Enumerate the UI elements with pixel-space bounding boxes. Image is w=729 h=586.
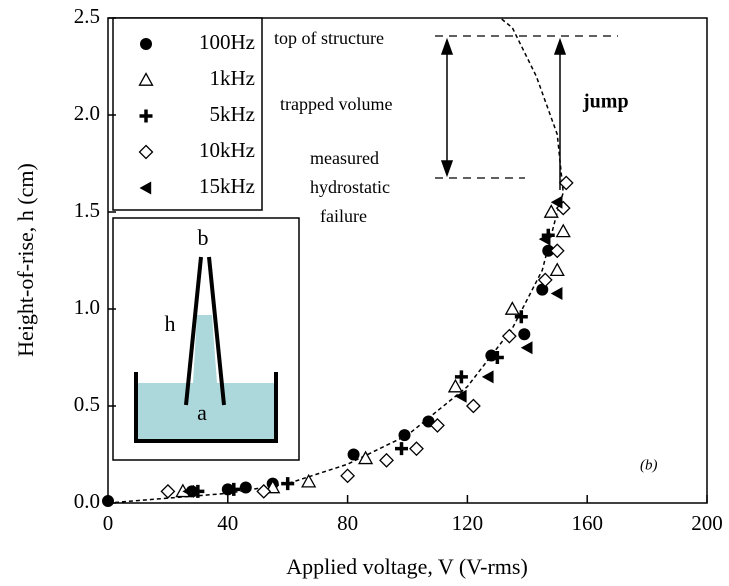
point xyxy=(447,378,464,393)
point xyxy=(520,341,533,355)
x-axis-label: Applied voltage, V (V-rms) xyxy=(286,554,528,579)
arrow-head xyxy=(440,37,454,55)
point xyxy=(347,448,360,461)
x-tick-label: 160 xyxy=(571,511,603,535)
legend-marker xyxy=(140,38,152,50)
x-tick-label: 80 xyxy=(337,511,358,535)
legend xyxy=(112,17,263,211)
point xyxy=(550,286,563,300)
electrode xyxy=(184,256,203,406)
legend-marker xyxy=(138,72,154,86)
point xyxy=(465,398,481,414)
point xyxy=(518,328,531,341)
legend-marker xyxy=(139,181,152,195)
x-tick-label: 0 xyxy=(103,511,114,535)
point xyxy=(357,450,374,465)
point xyxy=(102,495,114,508)
point xyxy=(485,349,498,362)
y-tick-label: 2.0 xyxy=(74,101,100,125)
y-tick-label: 0.5 xyxy=(74,392,100,416)
point xyxy=(430,417,445,433)
point xyxy=(398,429,411,442)
annotation: trapped volume xyxy=(280,94,392,114)
legend-label: 1kHz xyxy=(210,66,256,90)
plot-frame xyxy=(107,17,708,504)
point xyxy=(160,483,176,499)
y-axis-label: Height-of-rise, h (cm) xyxy=(13,163,38,357)
legend-label: 15kHz xyxy=(199,174,255,198)
y-tick-label: 1.5 xyxy=(74,198,100,222)
arrow-head xyxy=(440,160,454,178)
legend-label: 100Hz xyxy=(199,30,255,54)
point xyxy=(239,481,252,494)
arrow-head xyxy=(553,37,567,55)
reference-lines xyxy=(435,35,618,179)
point xyxy=(454,389,467,403)
point xyxy=(538,232,551,246)
point xyxy=(481,370,494,384)
point xyxy=(340,468,356,484)
point xyxy=(395,442,409,456)
point xyxy=(550,195,563,209)
point xyxy=(379,452,394,468)
point xyxy=(558,175,574,191)
liquid-rise xyxy=(193,315,217,383)
annotation: jump xyxy=(582,91,629,113)
annotation: top of structure xyxy=(274,28,384,48)
point xyxy=(549,262,565,277)
point xyxy=(281,477,295,491)
point xyxy=(537,272,553,288)
point xyxy=(501,328,517,344)
annotation: hydrostatic xyxy=(310,177,390,197)
point xyxy=(549,243,565,259)
theory-curve xyxy=(107,17,565,504)
panel-label: (b) xyxy=(640,457,658,473)
arrows xyxy=(440,37,567,190)
point xyxy=(543,204,559,218)
annotation: failure xyxy=(320,206,367,226)
annotation: measured xyxy=(310,148,379,168)
point xyxy=(504,301,520,315)
x-tick-label: 200 xyxy=(691,511,723,535)
point xyxy=(454,370,468,384)
x-tick-label: 120 xyxy=(452,511,484,535)
legend-label: 10kHz xyxy=(199,138,255,162)
point xyxy=(409,441,424,457)
point xyxy=(301,473,317,488)
point xyxy=(490,351,504,364)
inset: b h a xyxy=(112,217,300,461)
point xyxy=(182,484,195,498)
y-tick-label: 2.5 xyxy=(74,4,100,28)
point xyxy=(256,483,272,499)
point xyxy=(555,223,571,238)
legend-label: 5kHz xyxy=(210,102,256,126)
electrode xyxy=(207,256,226,406)
point xyxy=(542,244,555,257)
inset-label: b xyxy=(198,225,209,250)
inset-label: h xyxy=(165,311,176,336)
liquid xyxy=(136,383,276,441)
y-tick-label: 0.0 xyxy=(74,489,100,513)
legend-marker xyxy=(138,144,154,160)
legend-marker xyxy=(139,109,153,123)
point xyxy=(227,482,241,496)
x-tick-label: 40 xyxy=(217,511,238,535)
container xyxy=(134,372,278,443)
y-tick-label: 1.0 xyxy=(74,295,100,319)
point xyxy=(514,310,528,324)
inset-label: a xyxy=(197,400,207,425)
